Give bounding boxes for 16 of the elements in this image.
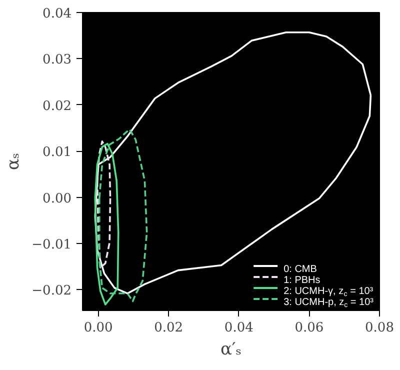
legend-label: 1: PBHs — [284, 275, 320, 286]
x-tick-label: 0.08 — [365, 320, 394, 336]
x-tick-label: 0.00 — [84, 320, 113, 336]
y-axis-title: αₛ — [4, 152, 24, 170]
legend-label: 0: CMB — [284, 264, 318, 275]
y-tick-label: 0.02 — [42, 98, 72, 114]
x-tick-label: 0.02 — [154, 320, 184, 336]
y-tick-label: 0.00 — [42, 191, 72, 206]
y-tick-label: 0.03 — [42, 52, 72, 68]
y-tick-label: −0.02 — [32, 284, 72, 299]
x-tick-label: 0.06 — [294, 320, 324, 336]
y-tick-label: 0.01 — [42, 145, 72, 160]
x-tick-label: 0.04 — [224, 320, 254, 336]
y-tick-label: −0.01 — [32, 238, 72, 253]
x-axis-title: α′ₛ — [220, 340, 242, 360]
y-tick-label: 0.04 — [42, 6, 72, 22]
